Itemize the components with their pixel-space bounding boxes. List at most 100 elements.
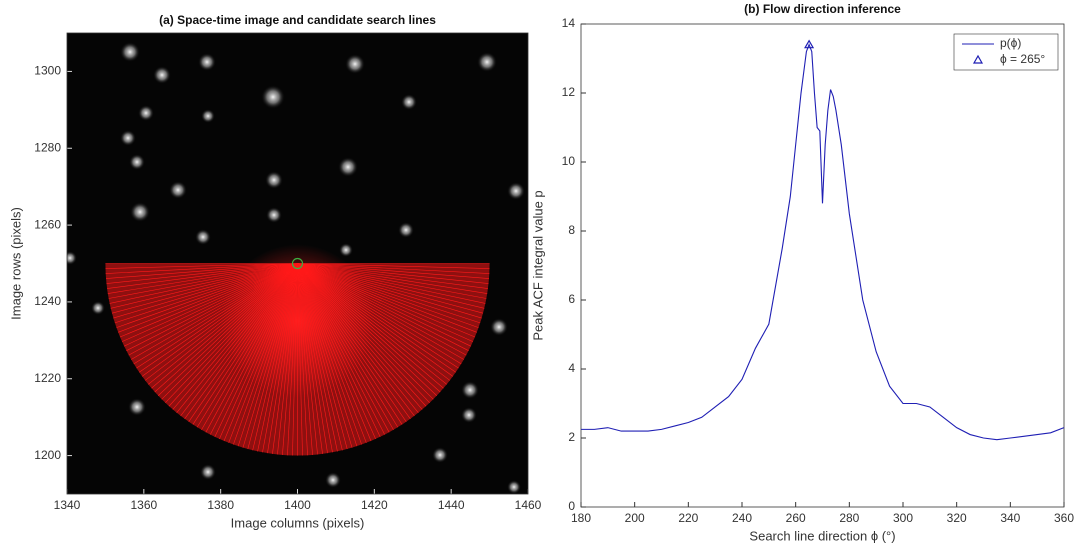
y-tick-label: 1220: [34, 371, 61, 385]
search-line: [297, 263, 462, 365]
search-line: [297, 263, 423, 410]
search-line: [297, 263, 381, 438]
x-tick-label: 1460: [515, 498, 542, 512]
search-line: [176, 263, 298, 413]
y-tick-label: 1300: [34, 64, 61, 78]
x-tick-label: 260: [786, 511, 806, 525]
search-line: [136, 263, 298, 369]
search-line: [297, 263, 441, 393]
search-line: [105, 263, 298, 279]
search-line: [297, 263, 328, 454]
search-line: [180, 263, 298, 417]
search-line: [118, 263, 298, 333]
search-line: [297, 263, 467, 356]
x-tick-label: 360: [1054, 511, 1074, 525]
search-center: [291, 257, 304, 270]
search-line: [297, 263, 390, 433]
search-line: [297, 263, 447, 385]
search-line: [282, 263, 298, 456]
search-line: [297, 263, 399, 428]
search-line: [114, 263, 298, 324]
search-line: [233, 263, 298, 445]
search-line: [131, 263, 298, 360]
chart-title: (b) Flow direction inference: [744, 2, 901, 16]
search-line: [247, 263, 298, 450]
search-line: [297, 263, 472, 347]
search-lines: [105, 244, 490, 456]
x-tick-label: 1440: [438, 498, 465, 512]
legend-label: p(ϕ): [1000, 36, 1021, 50]
search-line: [297, 263, 464, 360]
search-line: [297, 263, 394, 430]
search-line: [123, 263, 298, 347]
search-line: [201, 263, 298, 430]
y-tick-label: 14: [562, 16, 576, 30]
particle-spots: [67, 42, 525, 494]
search-line: [139, 263, 298, 373]
search-line: [172, 263, 298, 410]
search-line: [297, 263, 459, 369]
y-tick-label: 6: [568, 292, 575, 306]
y-tick-label: 0: [568, 499, 575, 513]
x-tick-label: 1380: [207, 498, 234, 512]
search-line: [192, 263, 298, 425]
search-line: [219, 263, 298, 440]
search-line: [223, 263, 298, 442]
search-line: [144, 263, 298, 381]
search-line: [297, 263, 469, 351]
search-line: [297, 263, 438, 396]
search-line: [297, 263, 403, 425]
y-tick-label: 4: [568, 361, 575, 375]
search-line: [111, 263, 298, 314]
y-tick-label: 1240: [34, 294, 61, 308]
search-line: [297, 263, 362, 445]
search-line: [297, 263, 348, 450]
search-line: [297, 263, 451, 381]
search-line: [105, 263, 298, 269]
y-tick-label: 8: [568, 223, 575, 237]
search-line: [148, 263, 298, 385]
search-line: [297, 263, 367, 443]
search-line: [297, 263, 372, 442]
search-line: [297, 263, 476, 338]
search-line: [165, 263, 298, 404]
search-line: [105, 263, 298, 274]
search-line: [126, 263, 298, 351]
search-line: [297, 263, 490, 279]
search-line: [297, 263, 490, 274]
x-tick-label: 240: [732, 511, 752, 525]
search-line: [297, 263, 489, 284]
search-line: [110, 263, 298, 309]
search-line: [297, 263, 333, 453]
search-line: [297, 263, 419, 413]
search-line: [107, 263, 298, 289]
search-line: [277, 263, 298, 455]
search-line: [252, 263, 298, 451]
search-line: [297, 263, 488, 294]
search-line: [205, 263, 298, 433]
search-line: [237, 263, 298, 447]
search-line: [106, 263, 298, 284]
x-tick-label: 340: [1000, 511, 1020, 525]
legend-box: [953, 33, 1059, 71]
search-line: [297, 263, 485, 309]
x-tick-label: 180: [571, 511, 591, 525]
search-line: [121, 263, 298, 342]
legend-label: ϕ = 265°: [1000, 52, 1045, 66]
search-line: [297, 263, 313, 456]
search-line: [297, 263, 479, 328]
search-line: [141, 263, 298, 377]
chart-title: (a) Space-time image and candidate searc…: [159, 13, 436, 27]
search-line: [287, 263, 298, 456]
search-line: [292, 263, 298, 456]
search-line: [188, 263, 298, 422]
search-line: [297, 263, 490, 269]
peak-marker: [804, 39, 815, 49]
search-line: [267, 263, 298, 454]
search-line: [297, 263, 481, 324]
search-line: [297, 263, 318, 455]
search-line: [168, 263, 298, 407]
x-tick-label: 1420: [361, 498, 388, 512]
search-line: [297, 263, 487, 299]
